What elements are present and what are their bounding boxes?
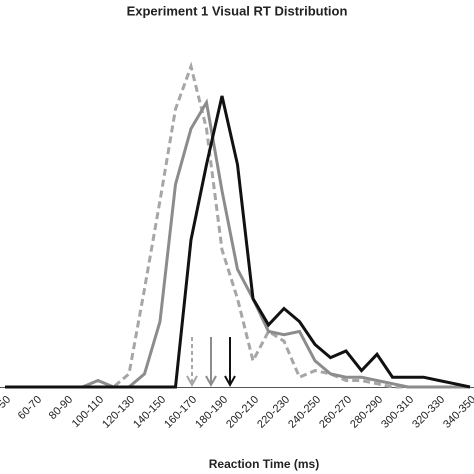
x-tick-label: 120-130 (100, 394, 137, 431)
series-line (5, 61, 470, 389)
series-line (5, 95, 471, 389)
x-tick-label: 320-330 (410, 394, 447, 431)
x-tick-label: 200-210 (224, 394, 261, 431)
x-tick-label: 180-190 (193, 394, 230, 431)
arrow-head (186, 375, 198, 388)
x-tick-label: 220-230 (255, 394, 292, 431)
chart-title: Experiment 1 Visual RT Distribution (127, 3, 348, 18)
x-tick-label: 60-70 (16, 394, 44, 422)
x-tick-label: 260-270 (317, 394, 354, 431)
series-line (5, 98, 470, 389)
x-tick-label: 160-170 (162, 394, 199, 431)
x-tick-label: 340-350 (441, 394, 474, 431)
x-tick-label: 280-290 (348, 394, 385, 431)
x-tick-label: 40-50 (0, 394, 13, 422)
x-tick-label: 140-150 (131, 394, 168, 431)
arrow-head (224, 375, 236, 388)
x-tick-label: 80-90 (47, 394, 75, 422)
mean-arrows (186, 337, 236, 388)
x-tick-label: 100-110 (70, 394, 106, 430)
x-axis-title: Reaction Time (ms) (209, 457, 319, 471)
x-tick-label: 300-310 (379, 394, 416, 431)
arrow-head (205, 375, 217, 388)
x-tick-label: 240-250 (286, 394, 323, 431)
